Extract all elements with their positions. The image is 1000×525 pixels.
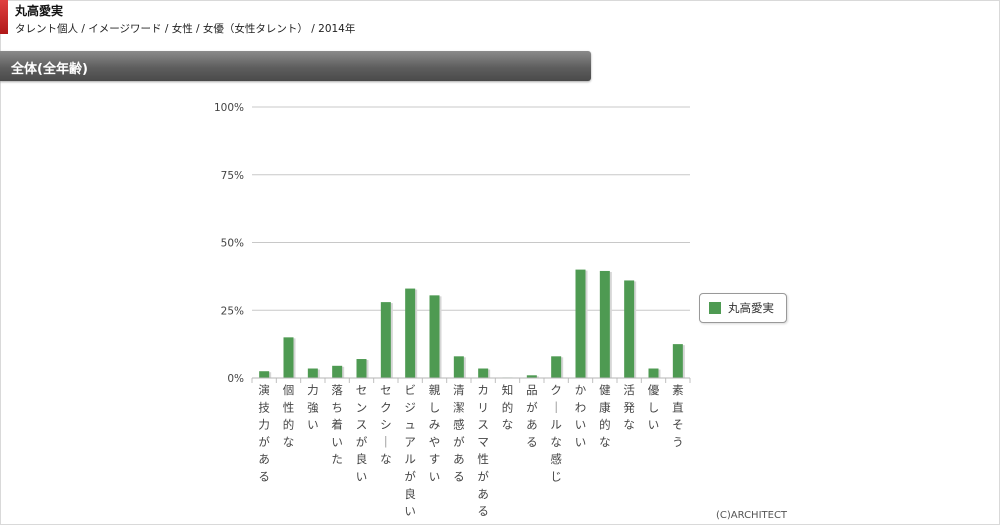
bar[interactable] [380, 302, 391, 378]
x-tick-label: 力強い [307, 383, 319, 432]
x-tick-label: ビジュアルが良い [404, 383, 416, 518]
y-tick-label: 0% [227, 373, 244, 385]
y-tick-label: 75% [221, 170, 244, 182]
bar[interactable] [453, 356, 464, 378]
bar[interactable] [624, 280, 635, 378]
x-tick-label: 健康的な [599, 383, 611, 449]
x-tick-label: 素直そう [672, 383, 684, 449]
x-tick-label: センスが良い [356, 383, 368, 484]
legend-label: 丸高愛実 [728, 301, 774, 315]
bar[interactable] [283, 337, 294, 378]
x-tick-label: 清潔感がある [453, 383, 465, 484]
section-header-bar: 全体(全年齢) [0, 51, 591, 81]
section-title: 全体(全年齢) [11, 62, 88, 77]
x-tick-label: セクシ｜な [380, 383, 392, 466]
y-tick-label: 100% [214, 102, 244, 114]
bar[interactable] [307, 368, 318, 378]
bar[interactable] [672, 344, 683, 378]
bar[interactable] [575, 269, 586, 378]
y-tick-label: 50% [221, 238, 244, 250]
x-tick-label: 個性的な [283, 383, 295, 449]
x-tick-label: 演技力がある [258, 383, 270, 484]
bar[interactable] [526, 375, 537, 378]
x-tick-label: 親しみやすい [429, 383, 441, 484]
legend-swatch [709, 302, 721, 314]
x-tick-label: 優しい [648, 383, 660, 432]
bar[interactable] [478, 368, 489, 378]
x-tick-label: 活発な [623, 383, 635, 432]
bar[interactable] [429, 295, 440, 378]
x-tick-label: 落ち着いた [331, 383, 343, 466]
chart-legend[interactable]: 丸高愛実 [699, 293, 787, 323]
bar[interactable] [648, 368, 659, 378]
y-tick-label: 25% [221, 305, 244, 317]
header-accent-bar [0, 0, 8, 34]
bar[interactable] [405, 288, 416, 378]
bar[interactable] [551, 356, 562, 378]
x-tick-label: かわいい [575, 383, 587, 449]
x-tick-label: 品がある [526, 383, 538, 449]
bar[interactable] [332, 365, 343, 378]
bar[interactable] [599, 270, 610, 378]
x-tick-label: ク｜ルな感じ [550, 383, 562, 484]
talent-name: 丸高愛実 [15, 4, 64, 18]
copyright: (C)ARCHITECT [716, 510, 788, 521]
x-tick-label: カリスマ性がある [477, 383, 489, 518]
x-tick-label: 知的な [502, 383, 514, 432]
breadcrumb[interactable]: タレント個人 / イメージワード / 女性 / 女優（女性タレント） / 201… [15, 23, 356, 35]
bar[interactable] [259, 371, 270, 378]
bar[interactable] [356, 359, 367, 378]
